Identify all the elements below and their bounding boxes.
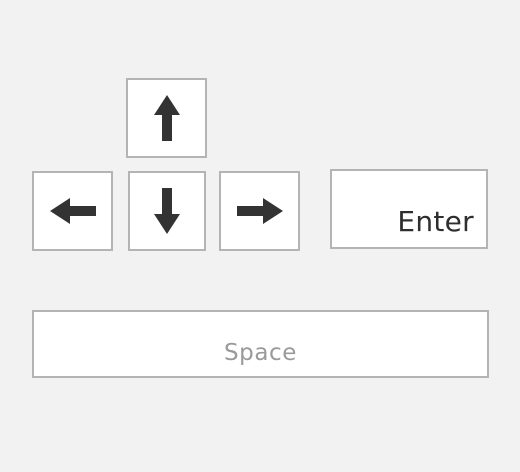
space-key-label: Space	[223, 340, 298, 366]
left-arrow-key[interactable]	[32, 171, 113, 251]
enter-key-label: Enter	[397, 205, 474, 238]
enter-key[interactable]: Enter	[330, 169, 488, 249]
down-arrow-key[interactable]	[128, 171, 206, 251]
up-arrow-key[interactable]	[126, 78, 207, 158]
space-key[interactable]: Space	[32, 310, 489, 378]
arrow-down-icon	[154, 188, 180, 234]
arrow-right-icon	[236, 198, 283, 224]
arrow-up-icon	[153, 95, 180, 141]
arrow-left-icon	[49, 198, 96, 224]
right-arrow-key[interactable]	[219, 171, 300, 251]
